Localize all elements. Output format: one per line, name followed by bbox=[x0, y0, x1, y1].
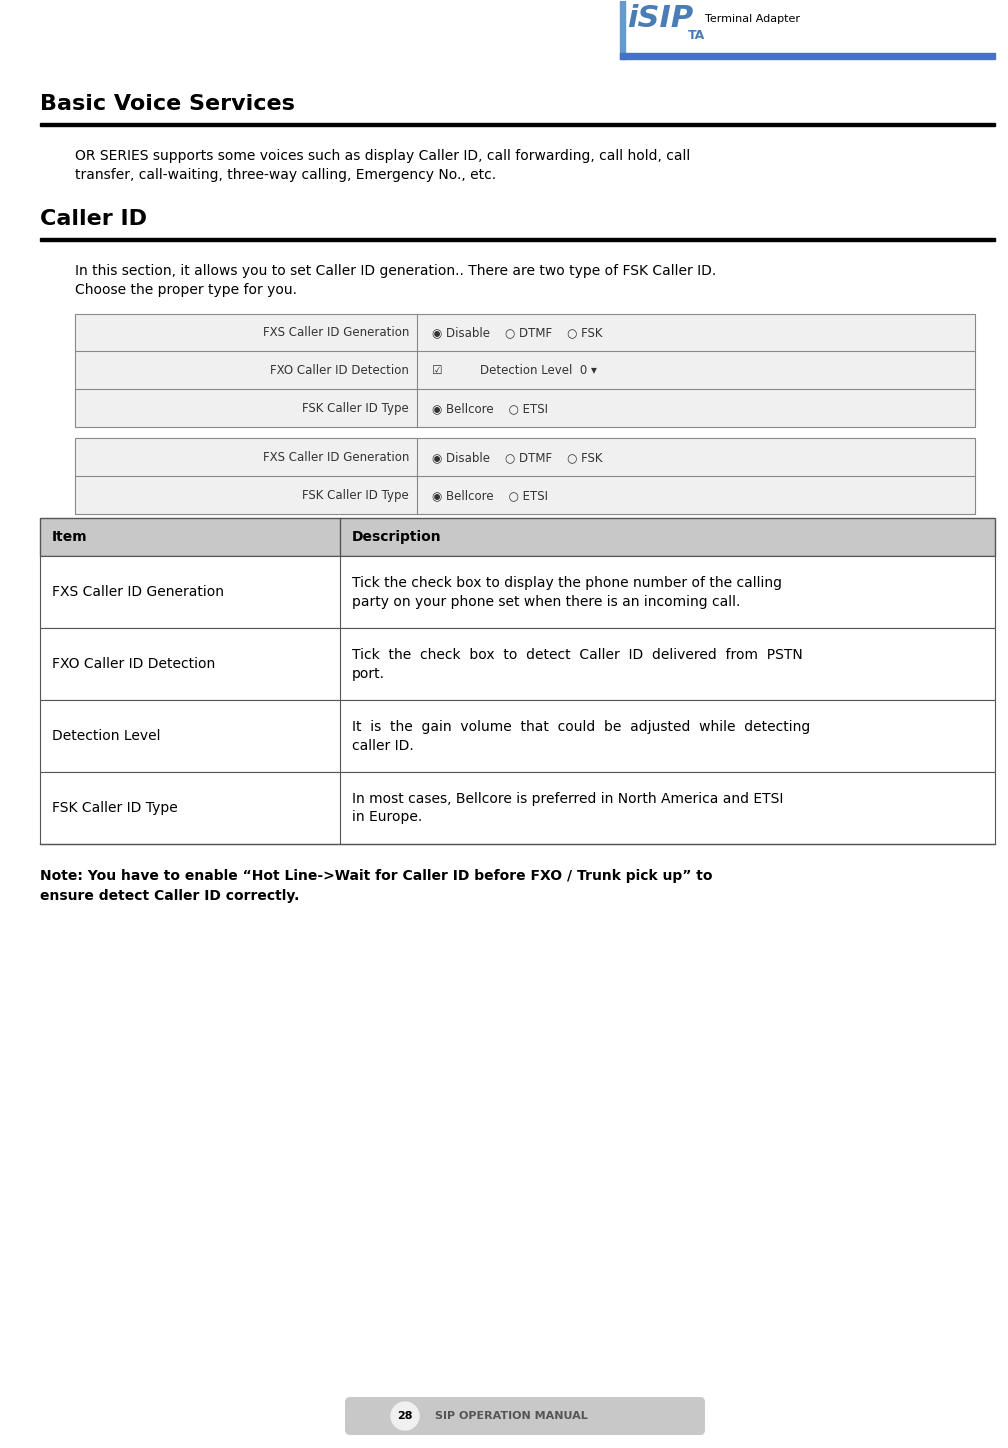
Text: ☑          Detection Level  0 ▾: ☑ Detection Level 0 ▾ bbox=[432, 363, 597, 376]
Bar bbox=[620, 52, 995, 58]
Bar bbox=[40, 628, 995, 701]
Bar bbox=[75, 314, 975, 427]
Text: SIP OPERATION MANUAL: SIP OPERATION MANUAL bbox=[435, 1410, 588, 1420]
Text: In this section, it allows you to set Caller ID generation.. There are two type : In this section, it allows you to set Ca… bbox=[75, 264, 717, 297]
Text: ◉ Disable    ○ DTMF    ○ FSK: ◉ Disable ○ DTMF ○ FSK bbox=[432, 326, 603, 339]
Text: Terminal Adapter: Terminal Adapter bbox=[705, 13, 800, 23]
Text: Caller ID: Caller ID bbox=[40, 209, 147, 229]
Text: 28: 28 bbox=[397, 1410, 412, 1420]
Bar bbox=[40, 556, 995, 628]
Text: In most cases, Bellcore is preferred in North America and ETSI
in Europe.: In most cases, Bellcore is preferred in … bbox=[352, 792, 783, 824]
Text: ◉ Bellcore    ○ ETSI: ◉ Bellcore ○ ETSI bbox=[432, 403, 548, 416]
Text: FXO Caller ID Detection: FXO Caller ID Detection bbox=[52, 657, 216, 672]
Text: FSK Caller ID Type: FSK Caller ID Type bbox=[302, 489, 409, 502]
Bar bbox=[40, 237, 995, 240]
Bar bbox=[40, 123, 995, 126]
Text: FXS Caller ID Generation: FXS Caller ID Generation bbox=[52, 585, 224, 599]
Bar bbox=[40, 701, 995, 772]
Text: FXS Caller ID Generation: FXS Caller ID Generation bbox=[263, 450, 409, 463]
Text: Note: You have to enable “Hot Line->Wait for Caller ID before FXO / Trunk pick u: Note: You have to enable “Hot Line->Wait… bbox=[40, 869, 713, 902]
Bar bbox=[75, 439, 975, 514]
Text: FXS Caller ID Generation: FXS Caller ID Generation bbox=[263, 326, 409, 339]
Text: FSK Caller ID Type: FSK Caller ID Type bbox=[302, 403, 409, 416]
Text: Item: Item bbox=[52, 530, 88, 544]
Text: It  is  the  gain  volume  that  could  be  adjusted  while  detecting
caller ID: It is the gain volume that could be adju… bbox=[352, 720, 810, 753]
FancyBboxPatch shape bbox=[345, 1397, 705, 1435]
Text: FXO Caller ID Detection: FXO Caller ID Detection bbox=[270, 363, 409, 376]
Text: Basic Voice Services: Basic Voice Services bbox=[40, 94, 295, 113]
Bar bbox=[620, 0, 625, 58]
Circle shape bbox=[391, 1402, 419, 1431]
Bar bbox=[40, 518, 995, 556]
Text: OR SERIES supports some voices such as display Caller ID, call forwarding, call : OR SERIES supports some voices such as d… bbox=[75, 149, 690, 182]
Text: FSK Caller ID Type: FSK Caller ID Type bbox=[52, 801, 177, 815]
Bar bbox=[40, 772, 995, 844]
Text: ◉ Disable    ○ DTMF    ○ FSK: ◉ Disable ○ DTMF ○ FSK bbox=[432, 450, 603, 463]
Text: TA: TA bbox=[688, 29, 706, 42]
Text: iSIP: iSIP bbox=[627, 4, 694, 33]
Text: Tick the check box to display the phone number of the calling
party on your phon: Tick the check box to display the phone … bbox=[352, 576, 782, 608]
Text: ◉ Bellcore    ○ ETSI: ◉ Bellcore ○ ETSI bbox=[432, 489, 548, 502]
Text: Detection Level: Detection Level bbox=[52, 730, 160, 743]
Text: Tick  the  check  box  to  detect  Caller  ID  delivered  from  PSTN
port.: Tick the check box to detect Caller ID d… bbox=[352, 649, 802, 681]
Text: Description: Description bbox=[352, 530, 442, 544]
